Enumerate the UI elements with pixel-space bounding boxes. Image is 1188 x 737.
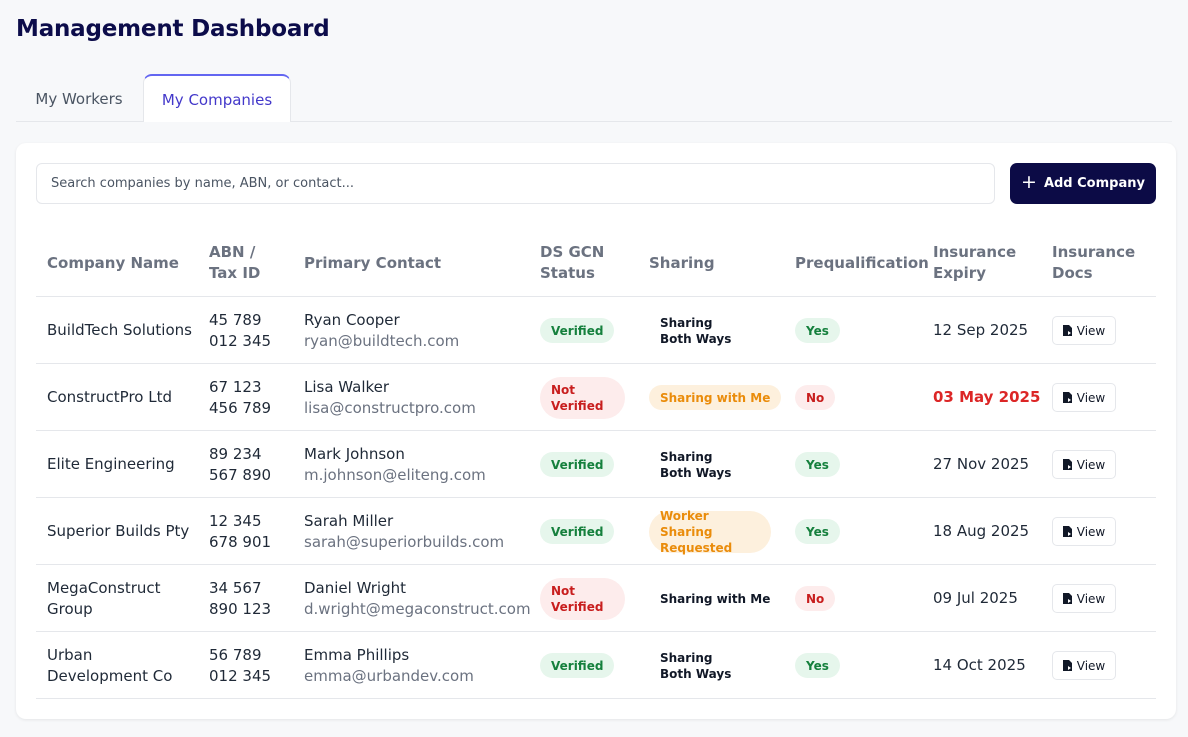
- tab-my-companies[interactable]: My Companies: [143, 74, 291, 122]
- insurance-expiry: 27 Nov 2025: [933, 455, 1030, 473]
- header-sharing: Sharing: [649, 253, 715, 272]
- table-row[interactable]: Superior Builds Pty 12 345 678 901 Sarah…: [36, 498, 1156, 565]
- sharing-badge: Sharing with Me: [660, 591, 771, 606]
- primary-contact: Sarah Miller sarah@superiorbuilds.com: [304, 498, 534, 565]
- header-insurance-expiry: Insurance Expiry: [933, 243, 1017, 282]
- company-name: Urban Development Co: [47, 645, 173, 685]
- abn-value: 12 345 678 901: [209, 511, 272, 551]
- view-insurance-docs-button[interactable]: View: [1052, 584, 1116, 613]
- primary-contact: Daniel Wright d.wright@megaconstruct.com: [304, 565, 534, 632]
- table-row[interactable]: ConstructPro Ltd 67 123 456 789 Lisa Wal…: [36, 364, 1156, 431]
- primary-contact: Ryan Cooper ryan@buildtech.com: [304, 297, 534, 364]
- view-insurance-docs-button[interactable]: View: [1052, 383, 1116, 412]
- view-label: View: [1076, 323, 1106, 338]
- contact-name: Emma Phillips: [304, 645, 410, 664]
- ds-status-badge: Not Verified: [540, 376, 625, 419]
- view-insurance-docs-button[interactable]: View: [1052, 316, 1116, 345]
- ds-status-badge: Verified: [540, 452, 615, 477]
- view-label: View: [1076, 524, 1106, 539]
- contact-email: ryan@buildtech.com: [304, 331, 460, 350]
- view-label: View: [1076, 658, 1106, 673]
- view-label: View: [1076, 591, 1106, 606]
- contact-name: Ryan Cooper: [304, 310, 400, 329]
- contact-name: Sarah Miller: [304, 511, 394, 530]
- header-ds-gcn-status: DS GCN Status: [540, 243, 605, 282]
- document-icon: [1062, 660, 1072, 671]
- primary-contact: Mark Johnson m.johnson@eliteng.com: [304, 431, 534, 498]
- document-icon: [1062, 325, 1072, 336]
- ds-status-badge: Verified: [540, 519, 615, 544]
- tab-my-workers[interactable]: My Workers: [35, 90, 123, 108]
- document-icon: [1062, 593, 1072, 604]
- contact-email: sarah@superiorbuilds.com: [304, 532, 505, 551]
- prequal-badge: Yes: [795, 653, 840, 678]
- abn-value: 89 234 567 890: [209, 444, 272, 484]
- contact-email: emma@urbandev.com: [304, 666, 474, 685]
- view-label: View: [1076, 457, 1106, 472]
- insurance-expiry: 18 Aug 2025: [933, 522, 1030, 540]
- insurance-expiry: 03 May 2025: [933, 388, 1041, 406]
- companies-card: + Add Company Company Name ABN / Tax ID …: [16, 143, 1176, 719]
- sharing-badge: Sharing with Me: [649, 385, 782, 410]
- add-company-label: Add Company: [1043, 176, 1145, 191]
- prequal-badge: Yes: [795, 519, 840, 544]
- header-company-name: Company Name: [47, 253, 179, 272]
- view-label: View: [1076, 390, 1106, 405]
- table-row[interactable]: BuildTech Solutions 45 789 012 345 Ryan …: [36, 297, 1156, 364]
- ds-status-badge: Verified: [540, 653, 615, 678]
- sharing-badge: Worker Sharing Requested: [649, 509, 771, 555]
- primary-contact: Lisa Walker lisa@constructpro.com: [304, 364, 534, 431]
- insurance-expiry: 12 Sep 2025: [933, 321, 1029, 339]
- document-icon: [1062, 526, 1072, 537]
- company-name: Elite Engineering: [47, 455, 175, 473]
- header-insurance-docs: Insurance Docs: [1052, 243, 1136, 282]
- document-icon: [1062, 392, 1072, 403]
- contact-name: Lisa Walker: [304, 377, 390, 396]
- table-row[interactable]: Elite Engineering 89 234 567 890 Mark Jo…: [36, 431, 1156, 498]
- insurance-expiry: 09 Jul 2025: [933, 589, 1018, 607]
- add-company-button[interactable]: + Add Company: [1010, 163, 1156, 204]
- companies-table: Company Name ABN / Tax ID Primary Contac…: [36, 229, 1156, 699]
- abn-value: 67 123 456 789: [209, 377, 272, 417]
- company-name: ConstructPro Ltd: [47, 388, 172, 406]
- page-title: Management Dashboard: [16, 16, 330, 42]
- search-input[interactable]: [36, 163, 995, 204]
- contact-email: lisa@constructpro.com: [304, 398, 476, 417]
- plus-icon: +: [1021, 170, 1037, 193]
- header-prequalification: Prequalification: [795, 253, 929, 272]
- ds-status-badge: Verified: [540, 318, 615, 343]
- contact-name: Daniel Wright: [304, 578, 406, 597]
- company-name: BuildTech Solutions: [47, 321, 192, 339]
- view-insurance-docs-button[interactable]: View: [1052, 517, 1116, 546]
- company-name: Superior Builds Pty: [47, 522, 190, 540]
- prequal-badge: No: [795, 385, 836, 410]
- insurance-expiry: 14 Oct 2025: [933, 656, 1026, 674]
- view-insurance-docs-button[interactable]: View: [1052, 450, 1116, 479]
- contact-email: d.wright@megaconstruct.com: [304, 599, 531, 618]
- header-primary-contact: Primary Contact: [304, 253, 442, 272]
- abn-value: 34 567 890 123: [209, 578, 272, 618]
- prequal-badge: No: [795, 586, 836, 611]
- prequal-badge: Yes: [795, 452, 840, 477]
- ds-status-badge: Not Verified: [540, 577, 625, 620]
- document-icon: [1062, 459, 1072, 470]
- header-abn: ABN / Tax ID: [209, 243, 261, 282]
- table-row[interactable]: MegaConstruct Group 34 567 890 123 Danie…: [36, 565, 1156, 632]
- sharing-badge: Sharing Both Ways: [660, 315, 732, 346]
- company-name: MegaConstruct Group: [47, 578, 161, 618]
- abn-value: 45 789 012 345: [209, 310, 272, 350]
- contact-name: Mark Johnson: [304, 444, 405, 463]
- tab-bar: My Workers My Companies: [16, 74, 1172, 122]
- abn-value: 56 789 012 345: [209, 645, 272, 685]
- prequal-badge: Yes: [795, 318, 840, 343]
- primary-contact: Emma Phillips emma@urbandev.com: [304, 632, 534, 699]
- contact-email: m.johnson@eliteng.com: [304, 465, 486, 484]
- sharing-badge: Sharing Both Ways: [660, 650, 732, 681]
- table-row[interactable]: Urban Development Co 56 789 012 345 Emma…: [36, 632, 1156, 699]
- view-insurance-docs-button[interactable]: View: [1052, 651, 1116, 680]
- sharing-badge: Sharing Both Ways: [660, 449, 732, 480]
- table-header: Company Name ABN / Tax ID Primary Contac…: [36, 229, 1156, 297]
